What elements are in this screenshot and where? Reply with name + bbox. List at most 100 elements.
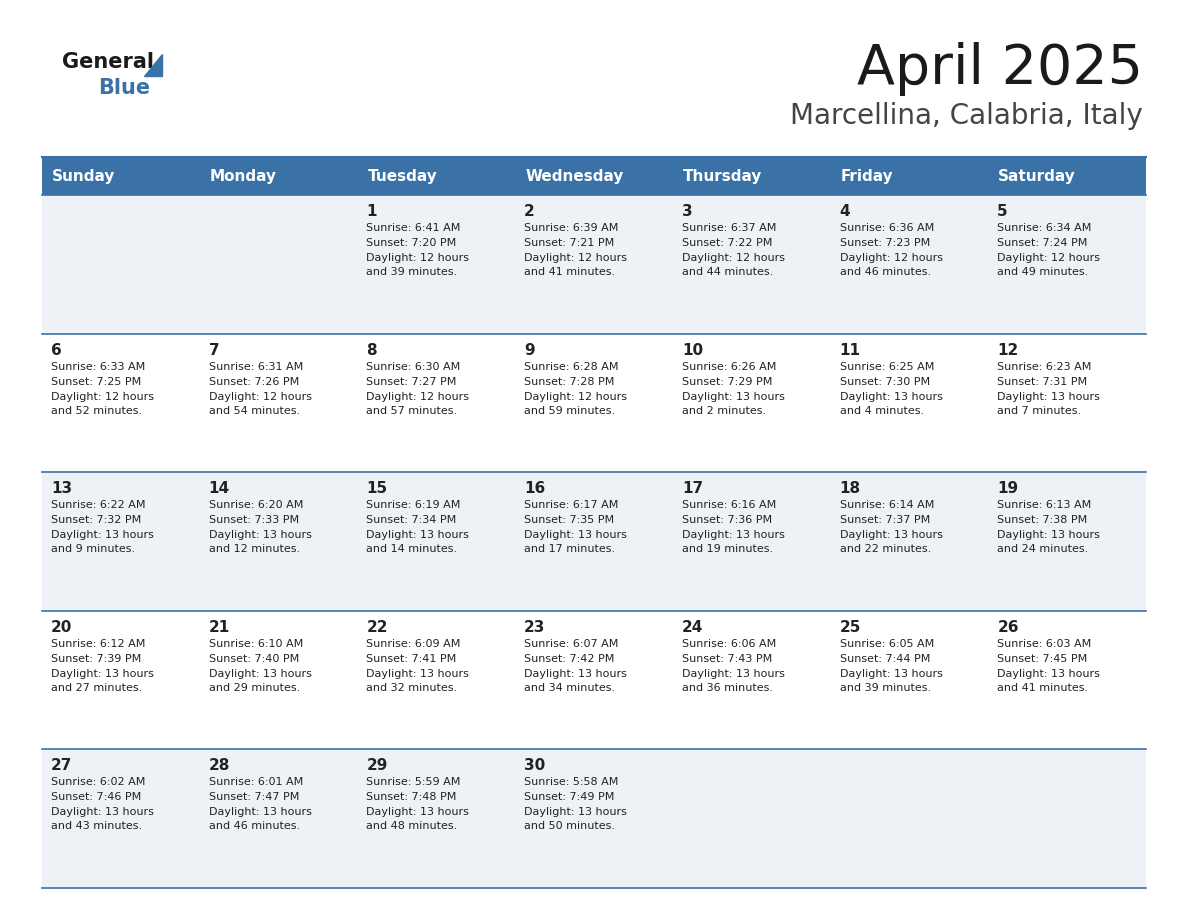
Text: Sunset: 7:26 PM: Sunset: 7:26 PM (209, 376, 299, 386)
Text: Sunset: 7:38 PM: Sunset: 7:38 PM (997, 515, 1087, 525)
Text: Sunrise: 6:39 AM: Sunrise: 6:39 AM (524, 223, 619, 233)
Text: Sunrise: 6:05 AM: Sunrise: 6:05 AM (840, 639, 934, 649)
Text: Daylight: 12 hours: Daylight: 12 hours (209, 392, 311, 401)
Text: Daylight: 13 hours: Daylight: 13 hours (997, 531, 1100, 540)
Text: Sunrise: 6:03 AM: Sunrise: 6:03 AM (997, 639, 1092, 649)
Text: Daylight: 12 hours: Daylight: 12 hours (840, 253, 942, 263)
Text: and 59 minutes.: and 59 minutes. (524, 406, 615, 416)
Text: Sunset: 7:48 PM: Sunset: 7:48 PM (366, 792, 457, 802)
Text: 27: 27 (51, 758, 72, 773)
Text: and 2 minutes.: and 2 minutes. (682, 406, 766, 416)
Text: 3: 3 (682, 204, 693, 219)
Text: Sunset: 7:33 PM: Sunset: 7:33 PM (209, 515, 299, 525)
Text: and 22 minutes.: and 22 minutes. (840, 544, 931, 554)
Text: and 36 minutes.: and 36 minutes. (682, 683, 773, 693)
Text: 23: 23 (524, 620, 545, 635)
Text: Daylight: 13 hours: Daylight: 13 hours (366, 808, 469, 817)
Text: Sunset: 7:46 PM: Sunset: 7:46 PM (51, 792, 141, 802)
Text: and 24 minutes.: and 24 minutes. (997, 544, 1088, 554)
Text: 12: 12 (997, 342, 1018, 358)
Text: 22: 22 (366, 620, 388, 635)
Text: Sunset: 7:44 PM: Sunset: 7:44 PM (840, 654, 930, 664)
Text: and 34 minutes.: and 34 minutes. (524, 683, 615, 693)
Text: Sunrise: 6:26 AM: Sunrise: 6:26 AM (682, 362, 776, 372)
Text: Sunrise: 6:19 AM: Sunrise: 6:19 AM (366, 500, 461, 510)
Text: Daylight: 12 hours: Daylight: 12 hours (524, 253, 627, 263)
Text: Daylight: 13 hours: Daylight: 13 hours (682, 531, 785, 540)
Text: Sunrise: 5:59 AM: Sunrise: 5:59 AM (366, 778, 461, 788)
Text: and 29 minutes.: and 29 minutes. (209, 683, 299, 693)
Text: Sunset: 7:40 PM: Sunset: 7:40 PM (209, 654, 299, 664)
Text: and 39 minutes.: and 39 minutes. (366, 267, 457, 277)
Text: Daylight: 12 hours: Daylight: 12 hours (524, 392, 627, 401)
Text: Sunrise: 6:07 AM: Sunrise: 6:07 AM (524, 639, 619, 649)
Text: Sunrise: 6:31 AM: Sunrise: 6:31 AM (209, 362, 303, 372)
Text: Daylight: 13 hours: Daylight: 13 hours (51, 531, 154, 540)
Text: 4: 4 (840, 204, 851, 219)
Text: and 9 minutes.: and 9 minutes. (51, 544, 135, 554)
Text: Sunset: 7:27 PM: Sunset: 7:27 PM (366, 376, 457, 386)
Text: Daylight: 13 hours: Daylight: 13 hours (51, 808, 154, 817)
Text: Sunset: 7:37 PM: Sunset: 7:37 PM (840, 515, 930, 525)
Text: Daylight: 13 hours: Daylight: 13 hours (840, 392, 942, 401)
Text: Sunset: 7:35 PM: Sunset: 7:35 PM (524, 515, 614, 525)
Text: 6: 6 (51, 342, 62, 358)
Text: Sunset: 7:39 PM: Sunset: 7:39 PM (51, 654, 141, 664)
Text: 15: 15 (366, 481, 387, 497)
Text: 10: 10 (682, 342, 703, 358)
Text: Sunset: 7:45 PM: Sunset: 7:45 PM (997, 654, 1087, 664)
Text: and 14 minutes.: and 14 minutes. (366, 544, 457, 554)
Text: Sunrise: 6:36 AM: Sunrise: 6:36 AM (840, 223, 934, 233)
Text: Daylight: 13 hours: Daylight: 13 hours (682, 392, 785, 401)
Text: Sunrise: 6:13 AM: Sunrise: 6:13 AM (997, 500, 1092, 510)
Text: Monday: Monday (210, 169, 277, 184)
Text: Sunset: 7:24 PM: Sunset: 7:24 PM (997, 238, 1088, 248)
Text: Sunset: 7:49 PM: Sunset: 7:49 PM (524, 792, 614, 802)
Text: 5: 5 (997, 204, 1007, 219)
Text: and 50 minutes.: and 50 minutes. (524, 822, 615, 832)
Text: Sunrise: 6:09 AM: Sunrise: 6:09 AM (366, 639, 461, 649)
Text: 14: 14 (209, 481, 229, 497)
Text: Daylight: 13 hours: Daylight: 13 hours (366, 531, 469, 540)
Text: Daylight: 13 hours: Daylight: 13 hours (209, 808, 311, 817)
Text: Sunrise: 6:10 AM: Sunrise: 6:10 AM (209, 639, 303, 649)
Text: Sunrise: 6:20 AM: Sunrise: 6:20 AM (209, 500, 303, 510)
Text: and 41 minutes.: and 41 minutes. (524, 267, 615, 277)
Bar (42, 157, 1146, 195)
Text: and 54 minutes.: and 54 minutes. (209, 406, 299, 416)
Text: Daylight: 13 hours: Daylight: 13 hours (682, 669, 785, 678)
Text: Sunrise: 6:02 AM: Sunrise: 6:02 AM (51, 778, 145, 788)
Text: Sunset: 7:32 PM: Sunset: 7:32 PM (51, 515, 141, 525)
Text: and 39 minutes.: and 39 minutes. (840, 683, 930, 693)
Text: and 27 minutes.: and 27 minutes. (51, 683, 143, 693)
Text: 17: 17 (682, 481, 703, 497)
Text: and 48 minutes.: and 48 minutes. (366, 822, 457, 832)
Text: Sunrise: 6:17 AM: Sunrise: 6:17 AM (524, 500, 619, 510)
Text: Sunset: 7:34 PM: Sunset: 7:34 PM (366, 515, 456, 525)
Bar (42, 195, 1146, 333)
Text: 2: 2 (524, 204, 535, 219)
Text: Daylight: 13 hours: Daylight: 13 hours (51, 669, 154, 678)
Polygon shape (144, 54, 162, 76)
Text: and 17 minutes.: and 17 minutes. (524, 544, 615, 554)
Text: Sunrise: 5:58 AM: Sunrise: 5:58 AM (524, 778, 619, 788)
Text: Sunset: 7:36 PM: Sunset: 7:36 PM (682, 515, 772, 525)
Text: 16: 16 (524, 481, 545, 497)
Text: 26: 26 (997, 620, 1019, 635)
Text: Sunset: 7:41 PM: Sunset: 7:41 PM (366, 654, 456, 664)
Text: Daylight: 13 hours: Daylight: 13 hours (209, 531, 311, 540)
Text: Daylight: 13 hours: Daylight: 13 hours (524, 531, 627, 540)
Text: Saturday: Saturday (998, 169, 1076, 184)
Text: Sunrise: 6:22 AM: Sunrise: 6:22 AM (51, 500, 145, 510)
Text: Sunset: 7:43 PM: Sunset: 7:43 PM (682, 654, 772, 664)
Text: Friday: Friday (841, 169, 893, 184)
Text: and 46 minutes.: and 46 minutes. (840, 267, 930, 277)
Text: 19: 19 (997, 481, 1018, 497)
Text: and 57 minutes.: and 57 minutes. (366, 406, 457, 416)
Text: 29: 29 (366, 758, 387, 773)
Text: 7: 7 (209, 342, 220, 358)
Text: 9: 9 (524, 342, 535, 358)
Text: 13: 13 (51, 481, 72, 497)
Text: Sunrise: 6:34 AM: Sunrise: 6:34 AM (997, 223, 1092, 233)
Text: Sunset: 7:22 PM: Sunset: 7:22 PM (682, 238, 772, 248)
